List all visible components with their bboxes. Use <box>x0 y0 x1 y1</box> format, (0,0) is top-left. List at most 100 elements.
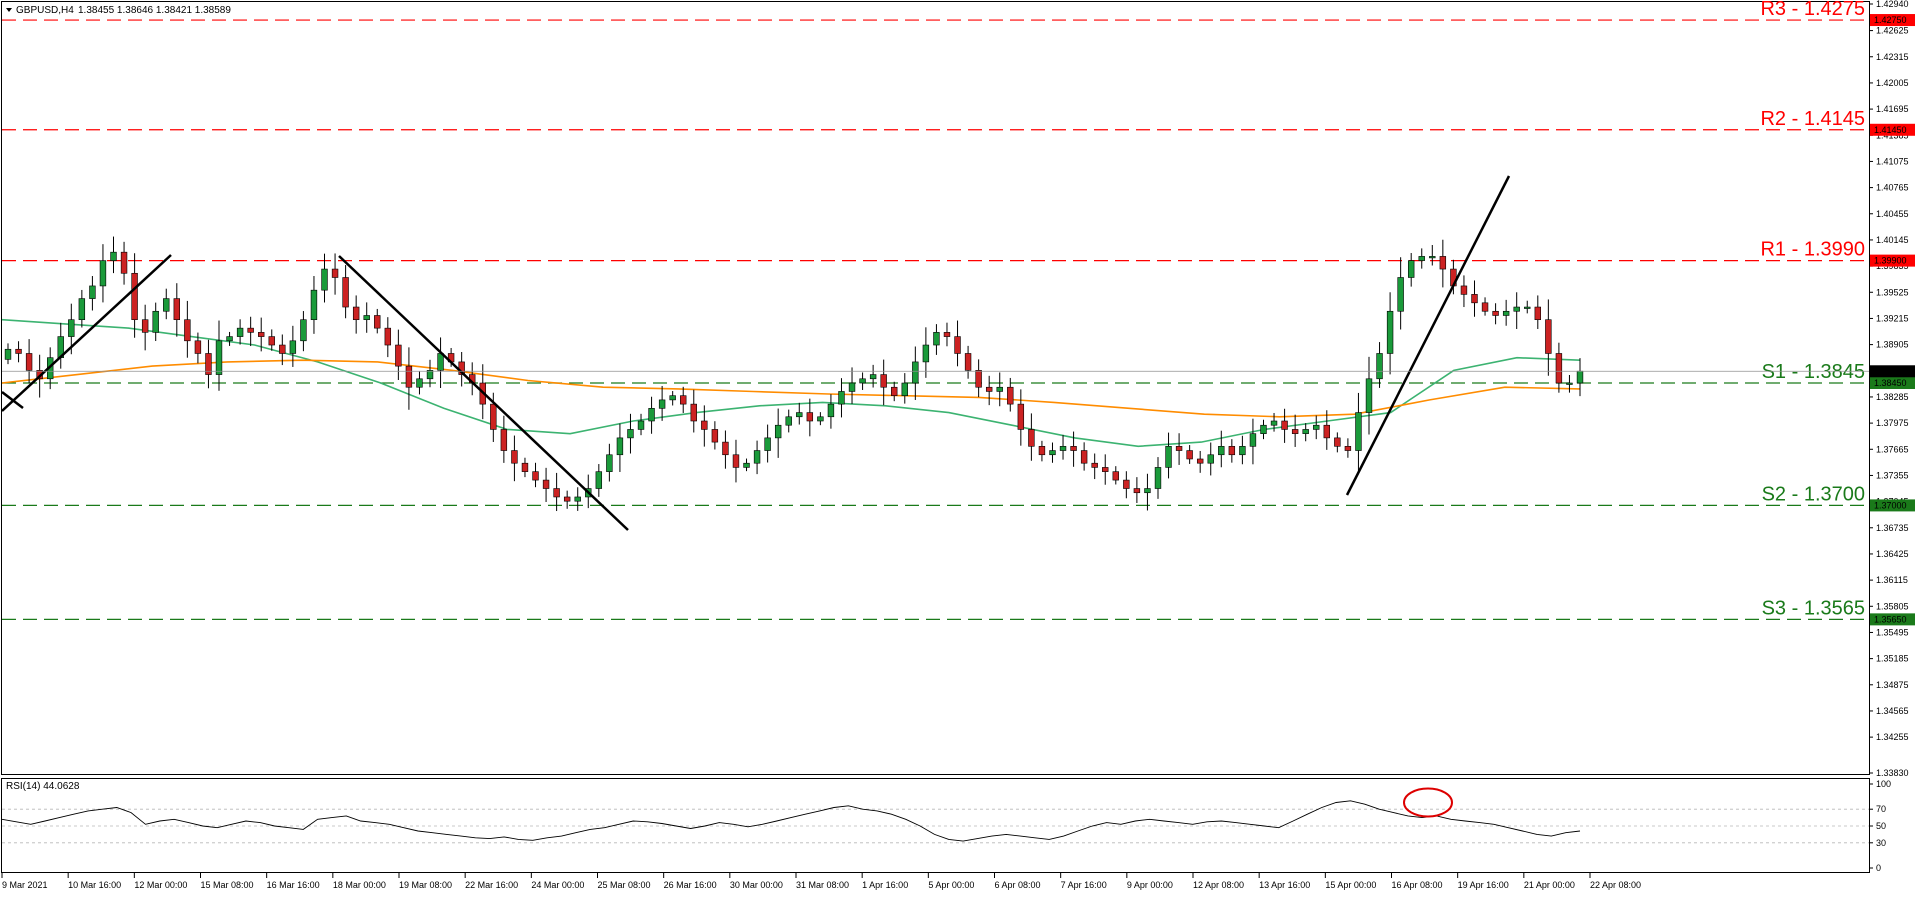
time-tick-label: 6 Apr 08:00 <box>995 880 1041 890</box>
candle-down <box>1460 285 1468 295</box>
candle-down <box>1091 462 1098 468</box>
candle-down <box>521 462 529 472</box>
candle-down <box>1281 420 1288 430</box>
candle-up <box>616 437 624 456</box>
candle-down <box>891 386 898 396</box>
level-label: S1 - 1.3845 <box>1762 361 1865 383</box>
candle-down <box>1492 310 1499 316</box>
candle-up <box>310 289 318 321</box>
candle-down <box>1175 446 1183 451</box>
candle-up <box>363 315 370 321</box>
candle-up <box>1239 446 1246 456</box>
time-tick-label: 9 Apr 00:00 <box>1127 880 1173 890</box>
candle-down <box>553 488 560 498</box>
candle-up <box>912 361 919 384</box>
candle-up <box>774 424 782 439</box>
collapse-triangle-icon[interactable] <box>6 8 12 12</box>
y-tick-label: 1.33830 <box>1876 768 1909 778</box>
candle-down <box>806 412 814 422</box>
candle-down <box>25 353 33 371</box>
candle-down <box>701 420 708 430</box>
overbought-highlight-circle <box>1403 787 1453 818</box>
y-tick-label: 1.41695 <box>1876 104 1909 114</box>
trendline <box>1345 175 1511 496</box>
y-tick-label: 1.40455 <box>1876 209 1909 219</box>
time-tick-label: 19 Mar 08:00 <box>399 880 452 890</box>
candle-up <box>4 348 12 360</box>
trendline <box>2 254 172 412</box>
candle-up <box>869 374 877 380</box>
level-label: S3 - 1.3565 <box>1762 597 1865 619</box>
candle-down <box>1555 353 1563 384</box>
y-tick-label: 1.37665 <box>1876 444 1909 454</box>
level-price-tag-label: 1.39900 <box>1874 256 1907 266</box>
candle-down <box>880 374 887 388</box>
candle-down <box>247 327 254 333</box>
ohlc-values: 1.38455 1.38646 1.38421 1.38589 <box>78 5 231 16</box>
candle-down <box>279 344 286 354</box>
trendlines <box>2 175 1511 531</box>
level-price-tag-label: 1.38450 <box>1874 378 1907 388</box>
current-price-tag <box>1870 365 1915 378</box>
candle-down <box>532 471 539 481</box>
level-price-tag <box>1870 254 1915 267</box>
candle-up <box>1502 310 1510 316</box>
candle-up <box>933 332 940 346</box>
candle-up <box>637 420 645 430</box>
current-price-tag-label: 1.38589 <box>1874 366 1907 376</box>
time-tick-label: 18 Mar 00:00 <box>333 880 386 890</box>
y-tick-label: 1.40145 <box>1876 235 1909 245</box>
candle-up <box>215 340 223 375</box>
candle-up <box>321 268 328 291</box>
level-price-tag-label: 1.42750 <box>1874 15 1907 25</box>
time-tick-label: 1 Apr 16:00 <box>862 880 908 890</box>
level-label: R2 - 1.4145 <box>1760 108 1865 130</box>
candle-up <box>827 403 835 418</box>
candle-down <box>964 353 972 371</box>
rsi-tick-label: 30 <box>1876 838 1886 848</box>
candle-down <box>194 340 202 354</box>
candle-up <box>1302 429 1309 434</box>
candle-up <box>606 454 613 472</box>
candle-up <box>426 370 434 380</box>
y-tick-label: 1.42940 <box>1876 0 1909 9</box>
candle-up <box>1218 446 1225 456</box>
candle-down <box>205 353 212 375</box>
candle-down <box>1112 471 1119 481</box>
candle-up <box>1207 454 1214 464</box>
candle-up <box>289 340 297 354</box>
candle-up <box>1313 424 1320 430</box>
y-tick-label: 1.42315 <box>1876 52 1909 62</box>
candle-up <box>1249 433 1257 447</box>
candle-down <box>1534 306 1542 321</box>
candle-up <box>68 319 75 337</box>
symbol-label: GBPUSD,H4 <box>16 5 74 16</box>
candle-up <box>648 408 655 422</box>
candle-up <box>859 378 866 384</box>
level-label: S2 - 1.3700 <box>1762 483 1865 505</box>
candle-up <box>1376 353 1383 380</box>
time-tick-label: 15 Apr 00:00 <box>1325 880 1376 890</box>
candle-down <box>711 429 719 443</box>
candle-up <box>1059 446 1067 451</box>
candle-down <box>680 395 687 405</box>
y-tick-label: 1.34255 <box>1876 732 1909 742</box>
y-tick-label: 1.35495 <box>1876 627 1909 637</box>
y-tick-label: 1.39525 <box>1876 287 1909 297</box>
candle-down <box>131 272 138 321</box>
candle-down <box>374 315 381 329</box>
time-tick-label: 31 Mar 08:00 <box>796 880 849 890</box>
time-tick-label: 30 Mar 00:00 <box>730 880 783 890</box>
candle-up <box>163 298 170 312</box>
candle-up <box>437 353 444 371</box>
candle-down <box>511 450 518 464</box>
y-tick-label: 1.39215 <box>1876 313 1909 323</box>
candle-up <box>1513 306 1520 312</box>
y-tick-label: 1.40765 <box>1876 183 1909 193</box>
level-price-tag <box>1870 14 1915 27</box>
candle-down <box>1186 450 1193 460</box>
time-tick-label: 5 Apr 00:00 <box>928 880 974 890</box>
time-tick-label: 16 Apr 08:00 <box>1392 880 1443 890</box>
candle-down <box>542 479 550 489</box>
